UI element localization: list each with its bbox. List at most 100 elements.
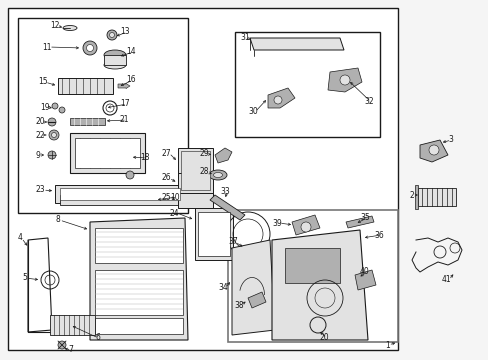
Text: 20: 20 [36, 117, 45, 126]
Circle shape [126, 171, 134, 179]
Circle shape [83, 41, 97, 55]
Text: 10: 10 [170, 193, 179, 202]
Polygon shape [267, 88, 294, 108]
Text: 27: 27 [162, 148, 171, 158]
Text: 21: 21 [120, 116, 129, 125]
Text: 24: 24 [170, 208, 179, 217]
Circle shape [301, 222, 310, 232]
Bar [95, 228, 183, 263]
Text: 12: 12 [50, 22, 60, 31]
Bar [60, 188, 180, 200]
Bar [58, 78, 113, 94]
Text: 1: 1 [384, 341, 389, 350]
Ellipse shape [104, 61, 126, 69]
Text: 41: 41 [441, 275, 451, 284]
Bar [8, 8, 397, 350]
Polygon shape [90, 218, 187, 340]
Text: 33: 33 [220, 186, 229, 195]
Bar [198, 212, 229, 256]
Circle shape [428, 145, 438, 155]
Circle shape [48, 118, 56, 126]
Text: 16: 16 [126, 76, 135, 85]
Text: 29: 29 [200, 149, 209, 158]
Text: 35: 35 [359, 213, 369, 222]
Bar [235, 32, 379, 137]
Bar [285, 248, 339, 283]
Bar [60, 195, 178, 205]
Bar [70, 133, 145, 173]
Text: 26: 26 [162, 174, 171, 183]
Bar [417, 188, 455, 206]
Circle shape [52, 103, 58, 109]
Text: 6: 6 [95, 333, 100, 342]
Text: 14: 14 [126, 48, 135, 57]
Circle shape [109, 32, 114, 37]
Bar [181, 151, 209, 190]
Circle shape [59, 107, 65, 113]
Ellipse shape [104, 50, 126, 60]
Circle shape [273, 96, 282, 104]
Circle shape [107, 30, 117, 40]
Polygon shape [209, 195, 244, 220]
Polygon shape [247, 292, 265, 308]
Circle shape [48, 151, 56, 159]
Text: 9: 9 [36, 150, 41, 159]
Circle shape [58, 341, 66, 349]
Bar [18, 18, 187, 213]
Text: 17: 17 [120, 99, 129, 108]
Bar [195, 208, 232, 260]
Text: 11: 11 [42, 42, 51, 51]
Circle shape [51, 132, 57, 138]
Ellipse shape [208, 170, 226, 180]
Polygon shape [346, 216, 373, 228]
Polygon shape [215, 148, 231, 163]
Bar [70, 118, 105, 125]
Bar [178, 148, 213, 193]
Polygon shape [354, 270, 375, 290]
Text: 39: 39 [271, 219, 281, 228]
Text: 28: 28 [200, 167, 209, 176]
Text: 2: 2 [409, 190, 414, 199]
Text: 19: 19 [40, 103, 49, 112]
Bar [55, 185, 184, 203]
Text: 30: 30 [247, 108, 257, 117]
Ellipse shape [63, 26, 77, 31]
Text: 23: 23 [36, 185, 45, 194]
Text: 37: 37 [227, 238, 237, 247]
Text: 32: 32 [363, 98, 373, 107]
Text: 7: 7 [68, 346, 73, 355]
Polygon shape [291, 215, 319, 235]
Text: 4: 4 [18, 234, 23, 243]
Text: 18: 18 [140, 153, 149, 162]
Polygon shape [327, 68, 361, 92]
Text: 36: 36 [373, 230, 383, 239]
Bar [95, 270, 183, 315]
Text: 13: 13 [120, 27, 129, 36]
Polygon shape [231, 240, 274, 335]
Text: 34: 34 [218, 284, 227, 292]
Text: 8: 8 [56, 216, 61, 225]
Bar [178, 193, 213, 208]
Text: 38: 38 [234, 301, 243, 310]
Polygon shape [271, 230, 367, 340]
Circle shape [339, 75, 349, 85]
Text: 25: 25 [162, 194, 171, 202]
Text: 22: 22 [36, 130, 45, 139]
Bar [75, 138, 140, 168]
Polygon shape [419, 140, 447, 162]
Bar [50, 315, 95, 335]
Text: 40: 40 [359, 267, 369, 276]
Bar [227, 210, 397, 342]
Text: 15: 15 [38, 77, 47, 86]
FancyArrow shape [118, 84, 130, 89]
Bar [178, 173, 213, 203]
Text: 31: 31 [240, 32, 249, 41]
Bar [104, 55, 126, 65]
Text: 5: 5 [22, 274, 27, 283]
Text: 20: 20 [319, 333, 329, 342]
Circle shape [49, 130, 59, 140]
Bar [95, 318, 183, 334]
Text: 3: 3 [447, 135, 452, 144]
Ellipse shape [213, 172, 222, 177]
Polygon shape [249, 38, 343, 50]
